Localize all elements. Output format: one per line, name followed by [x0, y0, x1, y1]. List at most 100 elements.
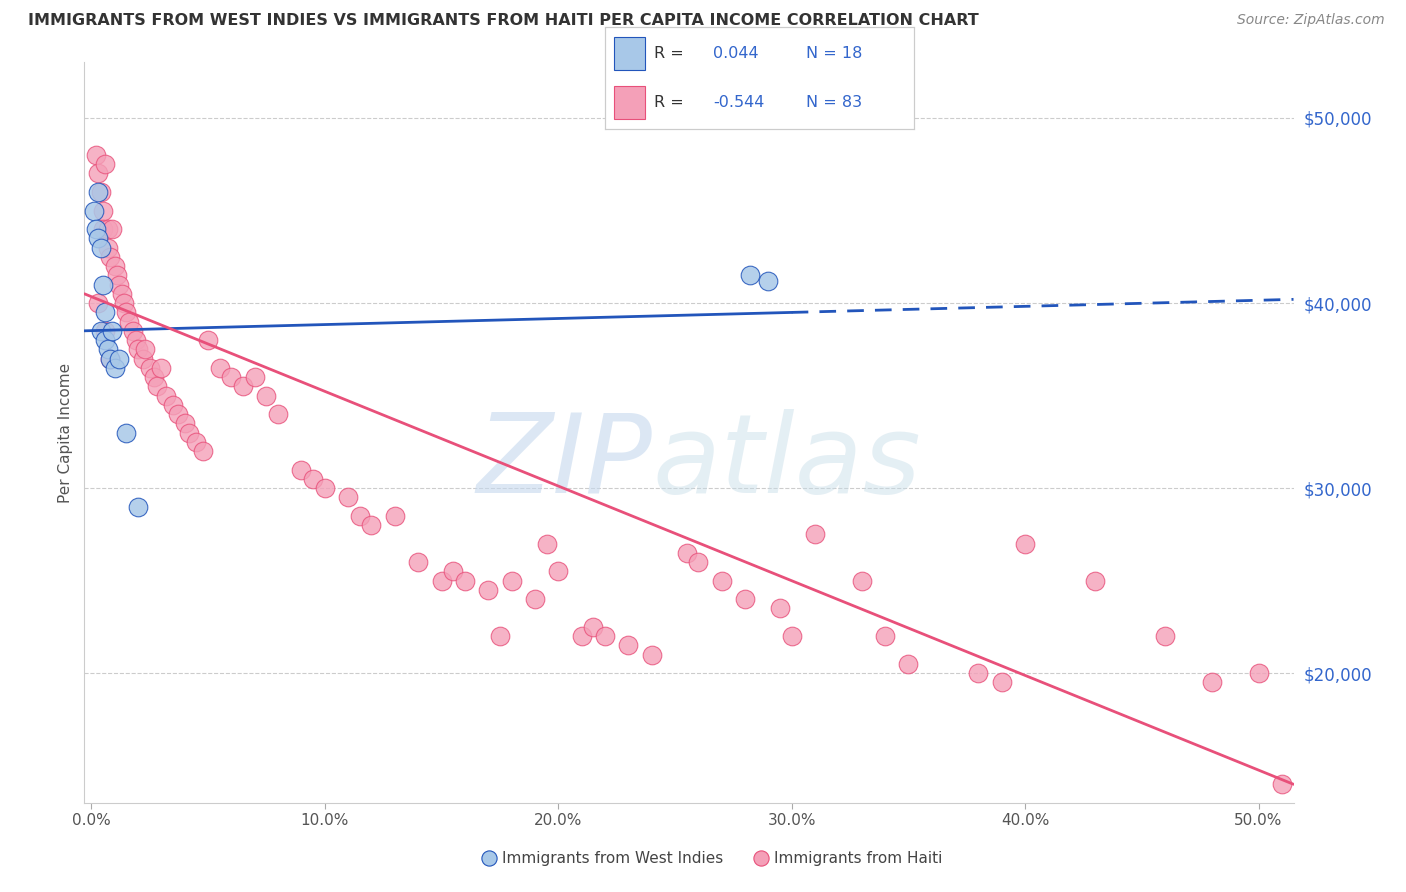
Point	[155, 388, 177, 402]
Point	[756, 274, 779, 288]
Point	[302, 472, 325, 486]
Point	[132, 351, 155, 366]
Point	[98, 250, 121, 264]
Point	[125, 333, 148, 347]
Text: R =: R =	[654, 95, 683, 111]
Point	[115, 305, 138, 319]
Point	[254, 388, 277, 402]
Point	[97, 222, 120, 236]
Point	[384, 508, 406, 523]
Point	[571, 629, 593, 643]
Point	[134, 343, 156, 357]
Point	[454, 574, 477, 588]
Point	[115, 425, 138, 440]
Point	[267, 407, 290, 421]
Point	[780, 629, 803, 643]
Text: R =: R =	[654, 45, 683, 61]
Point	[90, 240, 112, 255]
Point	[108, 277, 131, 292]
Point	[1201, 675, 1223, 690]
Point	[523, 592, 546, 607]
Point	[360, 518, 382, 533]
Point	[122, 324, 145, 338]
Point	[104, 259, 127, 273]
Point	[851, 574, 873, 588]
Point	[804, 527, 827, 541]
Point	[406, 555, 429, 569]
Point	[990, 675, 1012, 690]
Point	[101, 324, 124, 338]
Point	[97, 343, 120, 357]
Point	[166, 407, 188, 421]
Point	[91, 203, 114, 218]
Text: Source: ZipAtlas.com: Source: ZipAtlas.com	[1237, 13, 1385, 28]
Text: N = 83: N = 83	[806, 95, 862, 111]
Point	[688, 555, 710, 569]
Point	[208, 360, 231, 375]
Point	[179, 425, 201, 440]
Point	[640, 648, 662, 662]
Text: Immigrants from Haiti: Immigrants from Haiti	[773, 851, 942, 866]
Point	[873, 629, 896, 643]
Point	[1154, 629, 1177, 643]
Point	[243, 370, 266, 384]
Point	[104, 360, 127, 375]
Point	[90, 185, 112, 199]
Point	[105, 268, 128, 283]
Y-axis label: Per Capita Income: Per Capita Income	[58, 362, 73, 503]
Point	[97, 240, 120, 255]
Point	[582, 620, 605, 634]
Point	[84, 148, 107, 162]
Point	[1271, 777, 1294, 791]
Point	[173, 417, 195, 431]
Text: -0.544: -0.544	[713, 95, 765, 111]
Text: Immigrants from West Indies: Immigrants from West Indies	[502, 851, 723, 866]
Point	[145, 379, 167, 393]
Point	[769, 601, 792, 615]
Point	[290, 462, 312, 476]
Point	[186, 434, 208, 449]
Text: ZIP: ZIP	[477, 409, 652, 516]
Point	[593, 629, 616, 643]
Point	[83, 203, 105, 218]
Point	[112, 296, 135, 310]
Point	[150, 360, 173, 375]
Point	[536, 536, 558, 550]
Point	[87, 185, 110, 199]
Point	[489, 629, 512, 643]
Point	[87, 231, 110, 245]
Bar	[614, 87, 645, 119]
Point	[738, 268, 761, 283]
Point	[430, 574, 453, 588]
Point	[734, 592, 756, 607]
Point	[349, 508, 371, 523]
Point	[91, 277, 114, 292]
Point	[441, 565, 464, 579]
Point	[111, 286, 134, 301]
Point	[710, 574, 733, 588]
Point	[897, 657, 920, 671]
Point	[477, 582, 499, 597]
Point	[90, 324, 112, 338]
Point	[127, 500, 149, 514]
Point	[118, 314, 141, 328]
Point	[98, 351, 121, 366]
Point	[143, 370, 166, 384]
Point	[94, 324, 117, 338]
Point	[193, 444, 215, 458]
Point	[1084, 574, 1107, 588]
Text: atlas: atlas	[652, 409, 921, 516]
Point	[101, 222, 124, 236]
Point	[127, 343, 149, 357]
Point	[98, 351, 121, 366]
Point	[91, 222, 114, 236]
Point	[94, 157, 117, 171]
Text: 0.044: 0.044	[713, 45, 758, 61]
Bar	[614, 37, 645, 70]
Point	[967, 666, 990, 681]
Point	[617, 639, 640, 653]
Point	[337, 491, 360, 505]
Point	[94, 333, 117, 347]
Point	[547, 565, 569, 579]
Point	[675, 546, 697, 560]
